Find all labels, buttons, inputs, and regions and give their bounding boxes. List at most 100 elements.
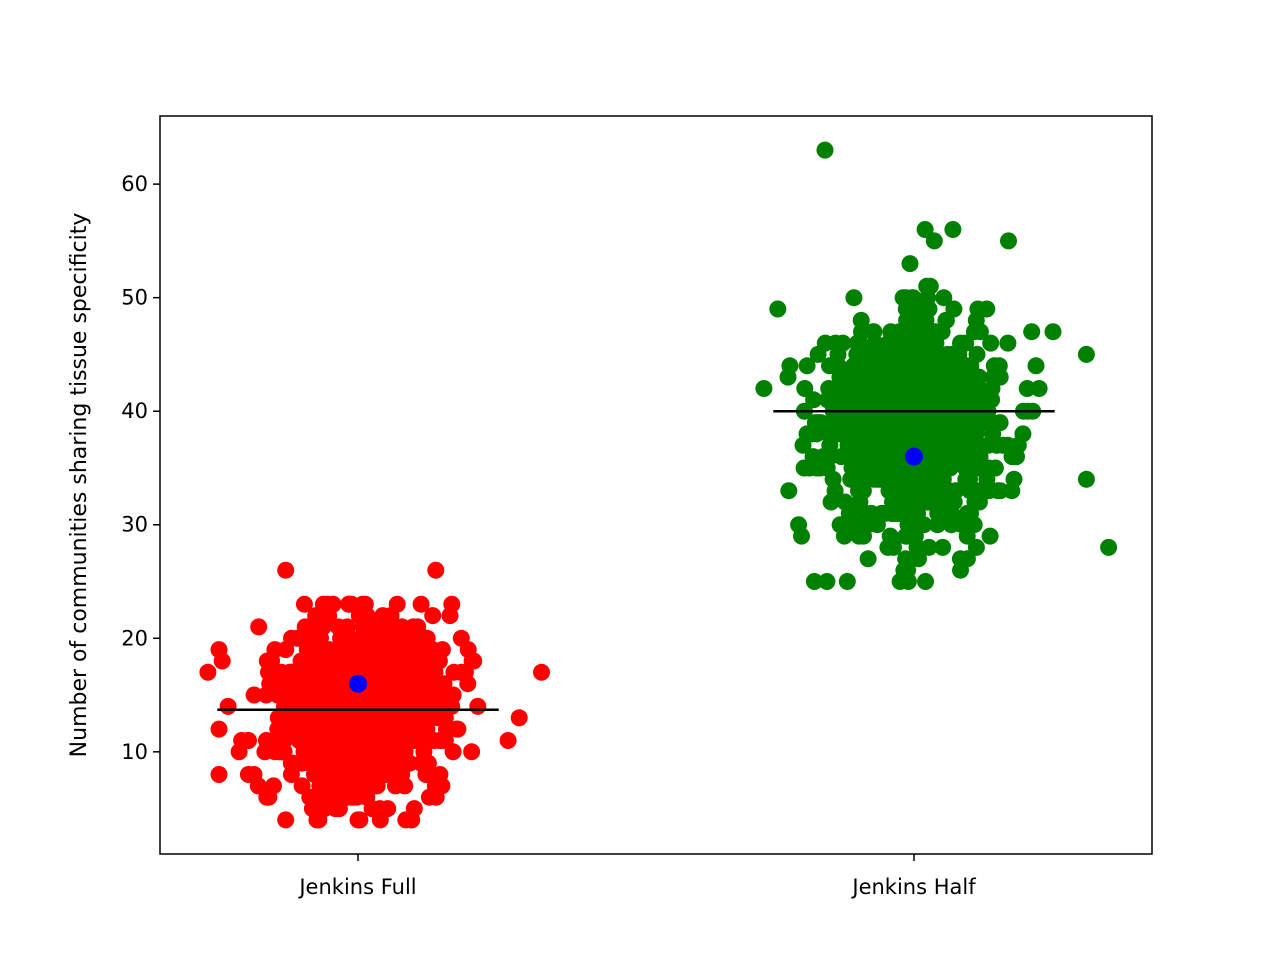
data-point bbox=[976, 459, 994, 477]
data-point bbox=[374, 675, 391, 693]
data-point bbox=[277, 811, 295, 829]
data-point bbox=[310, 788, 328, 806]
data-point bbox=[355, 652, 373, 670]
data-point bbox=[824, 470, 842, 488]
data-point bbox=[499, 732, 517, 749]
data-point bbox=[287, 709, 305, 727]
data-point bbox=[975, 414, 993, 432]
data-point bbox=[901, 255, 919, 273]
data-point bbox=[838, 573, 856, 590]
data-point bbox=[905, 380, 923, 397]
data-point bbox=[210, 766, 228, 783]
data-point bbox=[821, 448, 839, 466]
data-point bbox=[955, 414, 973, 432]
data-point bbox=[967, 538, 985, 556]
data-point bbox=[798, 357, 816, 375]
data-point bbox=[818, 573, 836, 590]
data-point bbox=[245, 766, 263, 783]
data-point bbox=[958, 504, 976, 522]
data-point bbox=[336, 629, 354, 647]
data-point bbox=[403, 811, 420, 829]
data-point bbox=[838, 368, 856, 386]
data-point bbox=[822, 493, 840, 511]
data-point bbox=[917, 573, 934, 590]
data-point bbox=[934, 538, 952, 556]
data-point bbox=[327, 800, 344, 818]
data-point bbox=[943, 436, 960, 454]
data-point bbox=[465, 652, 483, 670]
data-point bbox=[950, 345, 968, 363]
data-point bbox=[892, 380, 910, 397]
data-point bbox=[899, 573, 917, 590]
data-point bbox=[769, 300, 787, 318]
data-point bbox=[795, 459, 813, 477]
y-tick-label: 20 bbox=[121, 626, 148, 650]
data-point bbox=[1005, 470, 1023, 488]
data-point bbox=[420, 788, 438, 806]
data-point bbox=[1027, 357, 1045, 375]
data-point bbox=[258, 788, 276, 806]
points-layer bbox=[199, 141, 1118, 829]
x-tick-label: Jenkins Half bbox=[850, 875, 976, 899]
data-point bbox=[805, 573, 823, 590]
data-point bbox=[431, 732, 449, 749]
data-point bbox=[1044, 323, 1062, 341]
data-point bbox=[922, 368, 940, 386]
y-tick-label: 40 bbox=[121, 399, 148, 423]
data-point bbox=[295, 595, 313, 613]
data-point bbox=[469, 697, 487, 715]
data-point bbox=[337, 788, 355, 806]
data-point bbox=[271, 709, 289, 727]
data-point bbox=[319, 595, 336, 613]
y-tick-label: 50 bbox=[121, 286, 148, 310]
data-point bbox=[1000, 232, 1017, 250]
x-tick-label: Jenkins Full bbox=[297, 875, 416, 899]
data-point bbox=[940, 493, 958, 511]
data-point bbox=[308, 732, 326, 749]
data-point bbox=[981, 527, 999, 545]
data-point bbox=[908, 300, 926, 318]
data-point bbox=[292, 652, 310, 670]
data-point bbox=[312, 663, 330, 681]
data-point bbox=[1100, 538, 1118, 556]
data-point bbox=[929, 516, 946, 534]
data-point bbox=[920, 300, 938, 318]
data-point bbox=[1023, 323, 1041, 341]
data-point bbox=[463, 743, 481, 761]
data-point bbox=[999, 334, 1017, 352]
y-tick-label: 10 bbox=[121, 740, 148, 764]
data-point bbox=[413, 697, 431, 715]
data-point bbox=[1030, 380, 1048, 397]
data-point bbox=[915, 516, 933, 534]
data-point bbox=[755, 380, 773, 397]
data-point bbox=[967, 311, 985, 329]
data-point bbox=[307, 607, 325, 625]
overlay-layer bbox=[217, 409, 1055, 712]
data-point bbox=[898, 527, 916, 545]
data-point bbox=[398, 697, 416, 715]
data-point bbox=[325, 675, 343, 693]
data-point bbox=[354, 618, 372, 636]
data-point bbox=[306, 766, 323, 783]
data-point bbox=[233, 732, 251, 749]
data-point bbox=[318, 754, 336, 772]
data-point bbox=[944, 221, 962, 238]
data-point bbox=[835, 527, 853, 545]
data-point bbox=[839, 436, 857, 454]
data-point bbox=[819, 391, 836, 409]
data-point bbox=[824, 414, 842, 432]
data-point bbox=[282, 686, 300, 704]
mean-marker bbox=[349, 674, 367, 693]
data-point bbox=[936, 380, 954, 397]
data-point bbox=[935, 289, 953, 307]
data-point bbox=[444, 743, 462, 761]
data-point bbox=[852, 311, 870, 329]
data-point bbox=[881, 527, 899, 545]
data-point bbox=[827, 334, 844, 352]
data-point bbox=[951, 550, 969, 568]
data-point bbox=[936, 414, 954, 432]
data-point bbox=[812, 414, 830, 432]
data-point bbox=[250, 618, 268, 636]
data-point bbox=[869, 414, 887, 432]
